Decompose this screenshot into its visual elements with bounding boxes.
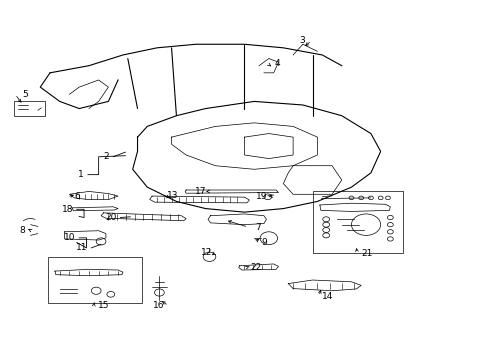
Text: 3: 3 (298, 36, 304, 45)
Text: 14: 14 (322, 292, 333, 301)
Text: 6: 6 (74, 192, 80, 201)
Text: 19: 19 (256, 192, 267, 201)
Text: 5: 5 (22, 90, 27, 99)
Text: 10: 10 (63, 233, 75, 242)
Text: 9: 9 (261, 238, 266, 247)
Text: 12: 12 (201, 248, 212, 257)
Text: 4: 4 (274, 59, 280, 68)
Text: 15: 15 (98, 301, 109, 310)
Text: 2: 2 (103, 152, 109, 161)
Text: 21: 21 (361, 249, 372, 258)
Text: 13: 13 (166, 190, 178, 199)
Text: 1: 1 (78, 170, 84, 179)
Text: 16: 16 (153, 301, 164, 310)
Text: 11: 11 (76, 243, 88, 252)
Text: 17: 17 (195, 187, 206, 196)
Bar (47, 257, 142, 303)
Text: 22: 22 (250, 263, 261, 272)
Text: 18: 18 (61, 205, 73, 214)
Text: 7: 7 (255, 222, 261, 231)
Bar (312, 191, 402, 253)
Text: 20: 20 (105, 213, 117, 222)
Text: 8: 8 (19, 226, 24, 235)
